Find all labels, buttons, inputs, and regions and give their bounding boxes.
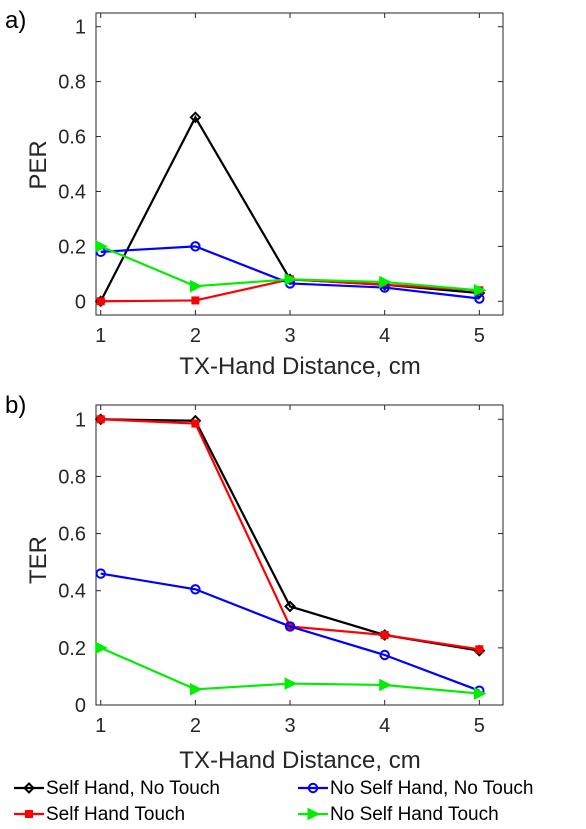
data-point-no-self-hand-no-touch <box>474 293 485 304</box>
y-tick-label: 1 <box>75 17 86 39</box>
data-point-self-hand-touch <box>475 645 484 654</box>
data-point-no-self-hand-no-touch <box>190 241 201 252</box>
x-tick-label: 1 <box>95 325 106 347</box>
data-point-self-hand-touch <box>96 297 105 306</box>
x-tick-label: 5 <box>474 325 485 347</box>
data-point-self-hand-no-touch <box>284 600 296 613</box>
panel-b-label: b) <box>5 392 26 419</box>
y-tick-label: 0 <box>75 695 86 717</box>
data-point-no-self-hand-touch <box>95 641 108 655</box>
x-tick-label: 2 <box>190 715 201 737</box>
x-tick-label: 4 <box>379 715 390 737</box>
data-point-no-self-hand-touch <box>284 273 298 286</box>
legend-label: Self Hand, No Touch <box>46 778 220 799</box>
data-point-self-hand-touch <box>191 296 200 305</box>
legend-marker <box>23 782 35 794</box>
legend-label: No Self Hand, No Touch <box>330 778 534 799</box>
y-tick-label: 0.6 <box>58 127 86 149</box>
x-tick-label: 4 <box>379 325 390 347</box>
series-line-no-self-hand-no-touch <box>100 572 480 692</box>
panel-a: a) PER TX-Hand Distance, cm 0 0.2 0.4 0.6 0.… <box>5 7 504 380</box>
x-axis-label: TX-Hand Distance, cm <box>179 353 420 380</box>
legend-label: No Self Hand Touch <box>330 804 499 825</box>
series-line-no-self-hand-no-touch <box>100 245 480 300</box>
y-tick-label: 0.6 <box>58 524 86 546</box>
data-point-no-self-hand-touch <box>95 240 108 253</box>
legend-marker <box>307 807 321 821</box>
plot-area <box>95 404 504 706</box>
y-tick-label: 0.4 <box>58 581 86 603</box>
y-tick-label: 0.4 <box>58 181 86 203</box>
data-point-self-hand-touch <box>191 419 200 428</box>
legend-entry-no-self-hand-no-touch: No Self Hand, No Touch <box>298 778 534 799</box>
data-point-self-hand-no-touch <box>189 111 202 124</box>
y-tick-label: 0.8 <box>58 466 86 488</box>
legend: Self Hand, No Touch Self Hand Touch No Sel… <box>14 778 534 825</box>
data-point-no-self-hand-touch <box>189 279 203 293</box>
data-point-no-self-hand-no-touch <box>379 649 390 661</box>
data-point-no-self-hand-touch <box>379 678 392 692</box>
panel-a-label: a) <box>5 7 26 34</box>
y-tick-label: 0.8 <box>58 72 86 94</box>
legend-marker <box>25 810 33 818</box>
legend-label: Self Hand Touch <box>46 804 185 825</box>
data-point-no-self-hand-no-touch <box>284 621 296 632</box>
data-point-no-self-hand-touch <box>473 687 487 700</box>
legend-entry-self-hand-touch: Self Hand Touch <box>14 804 185 825</box>
legend-marker <box>307 782 319 794</box>
data-point-no-self-hand-no-touch <box>190 584 201 595</box>
data-point-no-self-hand-touch <box>379 275 392 289</box>
data-point-no-self-hand-no-touch <box>95 568 106 579</box>
y-tick-label: 0.2 <box>58 236 86 258</box>
y-axis-label: TER <box>25 536 52 584</box>
legend-entry-self-hand-no-touch: Self Hand, No Touch <box>14 778 220 799</box>
data-point-no-self-hand-touch <box>189 682 203 696</box>
x-tick-label: 5 <box>474 715 485 737</box>
data-point-no-self-hand-touch <box>284 677 298 690</box>
y-tick-label: 0 <box>75 291 86 313</box>
y-tick-label: 0.2 <box>58 638 86 660</box>
y-axis-label: PER <box>25 140 52 189</box>
y-tick-label: 1 <box>75 409 86 431</box>
panel-b: b) TER TX-Hand Distance, cm 0 0.2 0.4 0.6 0.… <box>5 392 504 774</box>
plot-area <box>95 12 504 316</box>
legend-entry-no-self-hand-touch: No Self Hand Touch <box>298 804 499 825</box>
x-tick-label: 3 <box>284 325 295 347</box>
data-point-no-self-hand-touch <box>473 283 487 297</box>
data-point-self-hand-touch <box>96 415 105 424</box>
x-tick-label: 1 <box>95 715 106 737</box>
x-tick-label: 2 <box>190 325 201 347</box>
x-tick-label: 3 <box>284 715 295 737</box>
x-axis-label: TX-Hand Distance, cm <box>179 747 420 774</box>
data-point-self-hand-touch <box>380 631 389 639</box>
